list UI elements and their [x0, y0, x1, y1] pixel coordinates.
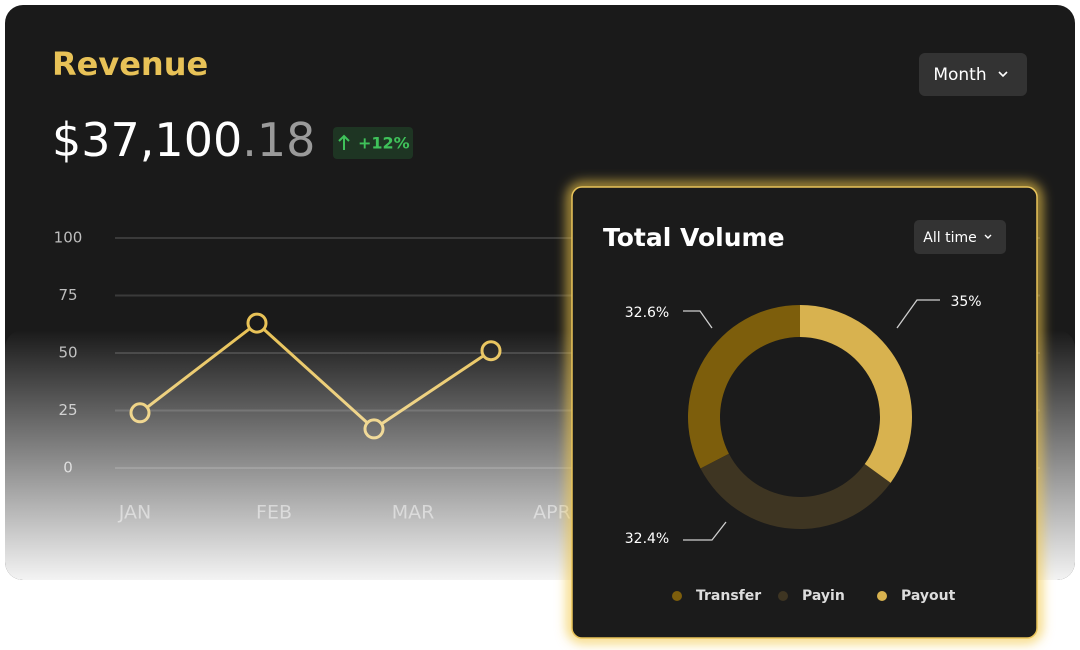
- card-title: Revenue: [52, 45, 208, 83]
- card-background: [571, 186, 1038, 639]
- donut-chart: 32.6% 32.4% 35% Transfer Payin Payout: [625, 294, 982, 604]
- y-tick-label: 100: [54, 229, 83, 247]
- chevron: [998, 71, 1008, 78]
- legend-label: Payin: [802, 588, 845, 604]
- chevron: [984, 234, 992, 239]
- filter-dropdown[interactable]: [914, 220, 1006, 254]
- legend-label: Payout: [901, 588, 956, 604]
- legend-swatch: [672, 591, 682, 601]
- value-label: 32.6%: [625, 305, 669, 321]
- period-dropdown[interactable]: [919, 53, 1027, 96]
- legend-label: Transfer: [696, 588, 761, 604]
- card-title: Total Volume: [603, 223, 785, 252]
- legend-swatch: [778, 591, 788, 601]
- donut-segment: [700, 453, 891, 529]
- leader-line: [683, 521, 727, 541]
- value-label: 32.4%: [625, 531, 669, 547]
- filter-label: All time: [923, 230, 976, 246]
- leader-line: [683, 310, 713, 329]
- donut-segment: [800, 305, 913, 483]
- leader-line: [896, 299, 940, 329]
- value-label: 35%: [950, 294, 981, 310]
- point: [246, 312, 268, 334]
- amount: $37,100.18: [52, 113, 315, 167]
- y-tick-label: 75: [58, 286, 77, 304]
- period-label: Month: [933, 65, 986, 85]
- legend-swatch: [877, 591, 887, 601]
- amount-main: $37,100: [52, 113, 242, 167]
- amount-cents: .18: [242, 113, 315, 167]
- up-arrow: [338, 134, 350, 150]
- donut-segment: [688, 305, 800, 469]
- change-badge: [333, 127, 413, 159]
- volume-card: Total Volume All time 32.6% 32.4% 35% Trans…: [568, 183, 1041, 642]
- change-value: +12%: [358, 134, 410, 153]
